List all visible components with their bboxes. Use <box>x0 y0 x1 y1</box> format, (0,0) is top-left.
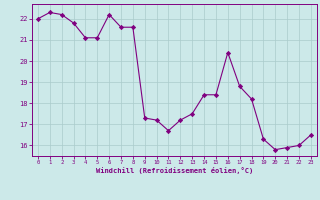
X-axis label: Windchill (Refroidissement éolien,°C): Windchill (Refroidissement éolien,°C) <box>96 167 253 174</box>
